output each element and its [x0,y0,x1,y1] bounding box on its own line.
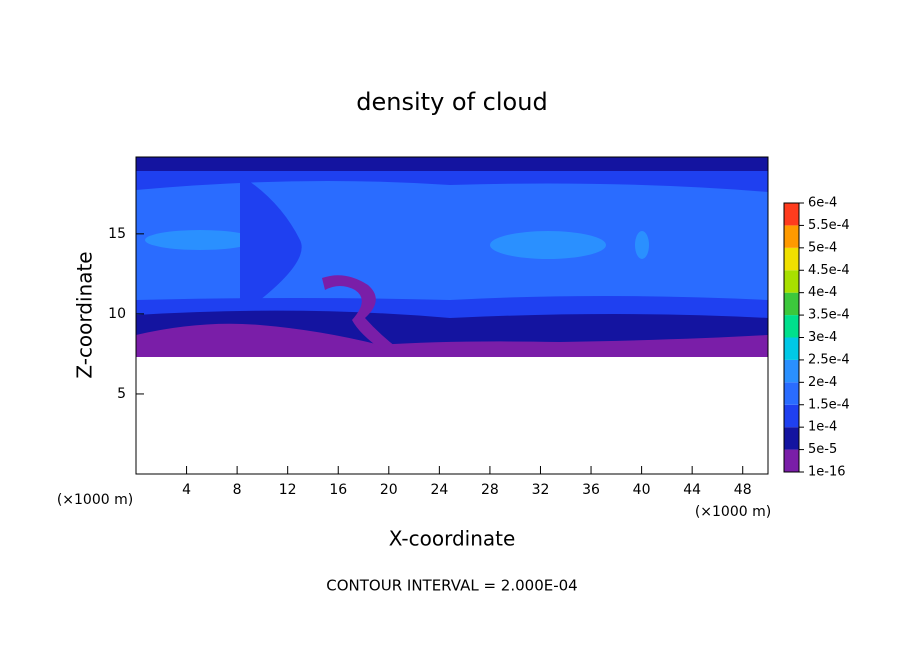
colorbar-band [784,404,799,428]
plot-frame [135,156,769,475]
x-tick-label: 48 [734,482,752,498]
field [322,275,400,352]
colorbar-label: 3.5e-4 [808,308,850,323]
y-tick-label: 15 [108,226,126,242]
colorbar-label: 4.5e-4 [808,263,850,278]
colorbar-label: 5e-5 [808,442,837,457]
colorbar-label: 3e-4 [808,330,837,345]
field [145,230,255,250]
field [635,231,649,259]
x-tick-label: 16 [329,482,347,498]
colorbar-label: 1e-4 [808,420,837,435]
x-tick-label: 44 [683,482,701,498]
colorbar-band [784,315,799,338]
colorbar-band [784,382,799,405]
field [136,323,768,357]
annotation: CONTOUR INTERVAL = 2.000E-04 [326,577,577,595]
y-axis-label: Z-coordinate [73,251,97,378]
x-tick-label: 28 [481,482,499,498]
x-axis-label: X-coordinate [389,527,516,551]
colorbar-label: 1e-16 [808,465,846,480]
colorbar-label: 1.5e-4 [808,397,850,412]
x-tick-label: 4 [182,482,191,498]
colorbar-band [784,337,799,360]
x-tick-label: 8 [233,482,242,498]
colorbar-label: 5e-4 [808,240,837,255]
colorbar-label: 4e-4 [808,285,837,300]
colorbar-band [784,203,799,226]
colorbar-label: 2.5e-4 [808,352,850,367]
colorbar-band [784,449,799,472]
colorbar-band [784,270,799,293]
y-tick-label: 10 [108,306,126,322]
x-tick-label: 40 [633,482,651,498]
colorbar-label: 2e-4 [808,375,837,390]
y-tick-label: 5 [117,386,126,402]
colorbar-band [784,247,799,271]
colorbar-band [784,427,799,450]
field [136,181,768,300]
colorbar-band [784,292,799,316]
field [240,175,302,300]
chart-title: density of cloud [356,88,547,116]
colorbar-label: 5.5e-4 [808,218,850,233]
colorbar-band [784,359,799,383]
x-tick-label: 24 [430,482,448,498]
x-tick-label: 36 [582,482,600,498]
x-tick-label: 12 [279,482,297,498]
x-unit: (×1000 m) [695,504,771,520]
field [490,231,606,259]
x-tick-label: 20 [380,482,398,498]
y-unit: (×1000 m) [57,492,133,508]
field [136,157,768,171]
x-tick-label: 32 [532,482,550,498]
colorbar-label: 6e-4 [808,196,837,211]
colorbar-band [784,225,799,248]
